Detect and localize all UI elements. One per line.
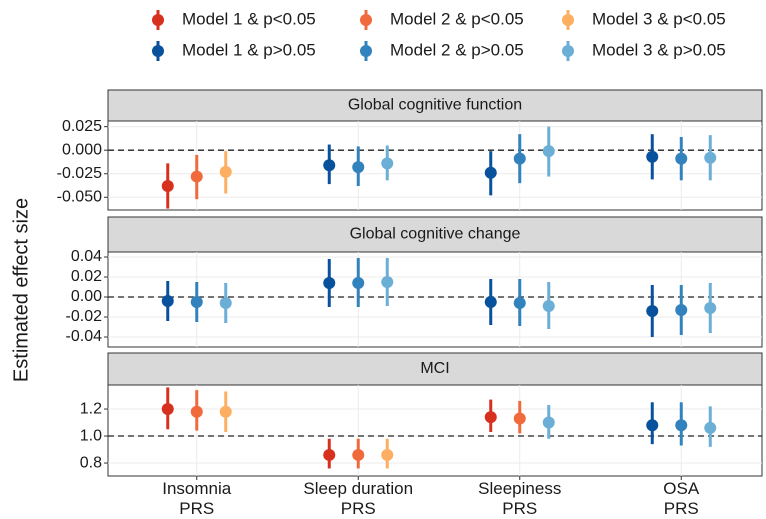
point (190, 170, 203, 183)
y-tick-label: 0.000 (62, 141, 102, 158)
legend-symbol (360, 14, 372, 26)
legend-symbol (152, 14, 164, 26)
legend-label: Model 3 & p<0.05 (592, 9, 726, 28)
point (646, 419, 659, 432)
legend-label: Model 2 & p>0.05 (390, 40, 524, 59)
point (219, 405, 232, 418)
point (542, 300, 555, 312)
point (704, 302, 717, 314)
point (323, 277, 336, 289)
y-tick-label: -0.04 (66, 328, 103, 345)
point (484, 166, 497, 179)
point (219, 165, 232, 178)
point (484, 411, 497, 424)
point (323, 448, 336, 461)
y-tick-label: 0.04 (71, 248, 102, 265)
legend-label: Model 1 & p>0.05 (182, 40, 316, 59)
point (675, 304, 688, 316)
point (161, 403, 174, 416)
x-tick-label: OSA PRS (663, 479, 700, 518)
point (513, 412, 526, 425)
point (190, 405, 203, 418)
point (381, 157, 394, 170)
y-tick-label: 1.2 (80, 400, 102, 417)
point (352, 277, 365, 289)
legend-label: Model 1 & p<0.05 (182, 9, 316, 28)
legend-symbol (152, 45, 164, 57)
y-tick-label: -0.050 (57, 189, 102, 206)
point (704, 151, 717, 164)
x-tick-label: Sleepiness PRS (478, 479, 562, 518)
point (484, 296, 497, 308)
y-tick-label: 0.02 (71, 268, 102, 285)
panel (107, 120, 763, 211)
y-tick-label: 0.8 (80, 454, 102, 471)
legend-symbol (562, 45, 574, 57)
point (542, 416, 555, 429)
strip (107, 352, 763, 386)
point (542, 145, 555, 158)
point (646, 150, 659, 163)
strip-title: Global cognitive change (350, 226, 521, 243)
panel (107, 384, 763, 477)
y-axis-label: Estimated effect size (10, 198, 32, 382)
point (161, 295, 174, 307)
point (381, 448, 394, 461)
point (513, 297, 526, 309)
strip-title: MCI (420, 360, 449, 377)
point (675, 419, 688, 432)
y-tick-label: 0.025 (62, 118, 102, 135)
point (704, 421, 717, 434)
legend-symbol (562, 14, 574, 26)
strip-title: Global cognitive function (348, 97, 522, 114)
point (323, 159, 336, 172)
point (381, 276, 394, 288)
point (161, 179, 174, 192)
point (352, 448, 365, 461)
point (513, 152, 526, 165)
point (675, 152, 688, 165)
point (190, 296, 203, 308)
y-tick-label: 1.0 (80, 427, 102, 444)
legend-label: Model 2 & p<0.05 (390, 9, 524, 28)
y-tick-label: -0.025 (57, 165, 102, 182)
panel (107, 251, 763, 348)
point (219, 297, 232, 309)
y-tick-label: 0.00 (71, 288, 102, 305)
x-tick-label: Sleep duration PRS (303, 479, 414, 518)
legend-label: Model 3 & p>0.05 (592, 40, 726, 59)
y-tick-label: -0.02 (66, 308, 103, 325)
point (352, 161, 365, 174)
legend-symbol (360, 45, 372, 57)
x-tick-label: Insomnia PRS (162, 479, 232, 518)
point (646, 305, 659, 317)
